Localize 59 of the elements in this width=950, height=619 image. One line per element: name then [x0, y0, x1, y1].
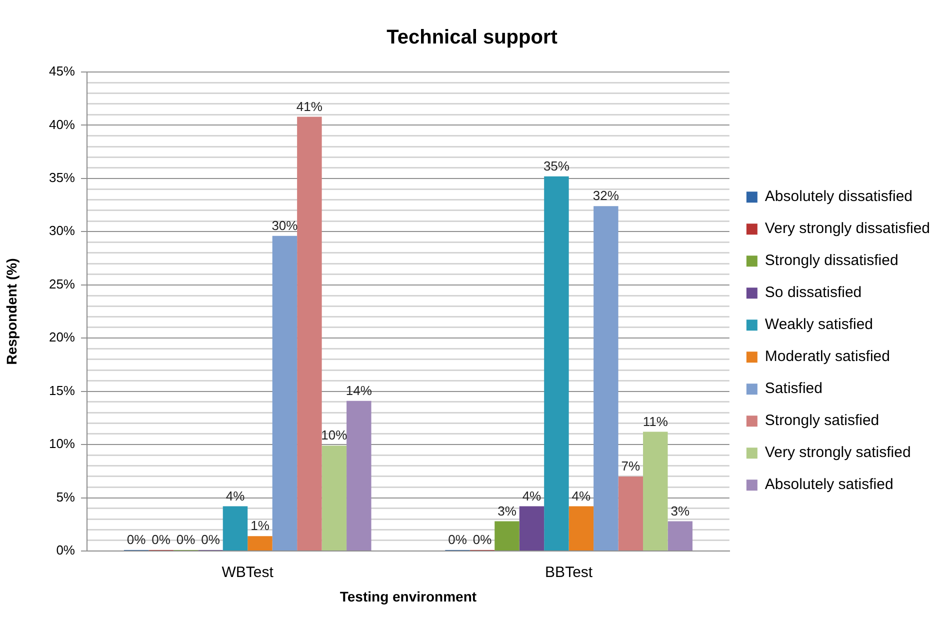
legend-label: Absolutely satisfied [764, 476, 894, 494]
legend-label: Weakly satisfied [764, 316, 874, 334]
data-label: 35% [543, 158, 570, 174]
bar [568, 506, 594, 550]
chart-title: Technical support [386, 26, 558, 49]
data-label: 3% [670, 503, 690, 518]
y-tick-label: 45% [48, 64, 76, 79]
data-label: 10% [321, 428, 348, 443]
data-label: 41% [296, 98, 323, 114]
data-label: 0% [472, 532, 492, 548]
y-tick-label: 20% [48, 330, 76, 345]
bar [618, 476, 644, 550]
data-label: 4% [572, 488, 592, 504]
data-label: 0% [176, 532, 196, 548]
legend-label: Very strongly dissatisfied [764, 220, 930, 238]
data-label: 11% [642, 414, 668, 429]
bar [519, 506, 544, 550]
bar [668, 521, 692, 550]
bar [297, 116, 322, 550]
y-tick-label: 35% [48, 170, 76, 186]
y-tick-label: 0% [56, 542, 76, 558]
data-label: 0% [126, 532, 146, 548]
legend-label: Strongly satisfied [764, 412, 880, 430]
data-label: 4% [522, 488, 542, 504]
bar [272, 236, 298, 550]
legend-label: Moderatly satisfied [764, 348, 890, 366]
y-tick-label: 15% [48, 382, 76, 398]
bar [248, 536, 272, 550]
y-tick-label: 5% [56, 489, 76, 504]
bar [643, 432, 668, 550]
legend-label: Satisfied [764, 380, 822, 398]
legend-label: So dissatisfied [764, 284, 862, 302]
data-label: 14% [346, 382, 372, 398]
data-label: 3% [498, 503, 517, 518]
y-tick-label: 30% [48, 223, 76, 238]
x-axis-title: Testing environment [340, 588, 477, 604]
data-label: 32% [592, 188, 620, 204]
bar [494, 521, 520, 550]
data-label: 0% [201, 532, 220, 548]
y-axis-title: Respondent (%) [3, 258, 20, 365]
data-label: 0% [152, 532, 171, 548]
y-tick-label: 10% [48, 436, 76, 452]
data-label: 0% [448, 532, 468, 548]
legend-label: Absolutely dissatisfied [764, 188, 913, 206]
bar [594, 206, 618, 550]
data-label: 1% [250, 518, 270, 534]
data-label: 7% [621, 458, 640, 474]
bar [222, 506, 248, 550]
legend-label: Strongly dissatisfied [764, 252, 898, 270]
data-label: 4% [226, 488, 246, 504]
x-tick-label: BBTest [545, 564, 594, 582]
x-tick-label: WBTest [222, 564, 274, 582]
y-tick-label: 40% [48, 116, 76, 132]
y-tick-label: 25% [48, 276, 76, 292]
bar [544, 176, 569, 550]
bar [322, 446, 347, 550]
legend-label: Very strongly satisfied [764, 444, 911, 462]
bar [346, 400, 372, 550]
data-label: 30% [272, 218, 298, 234]
